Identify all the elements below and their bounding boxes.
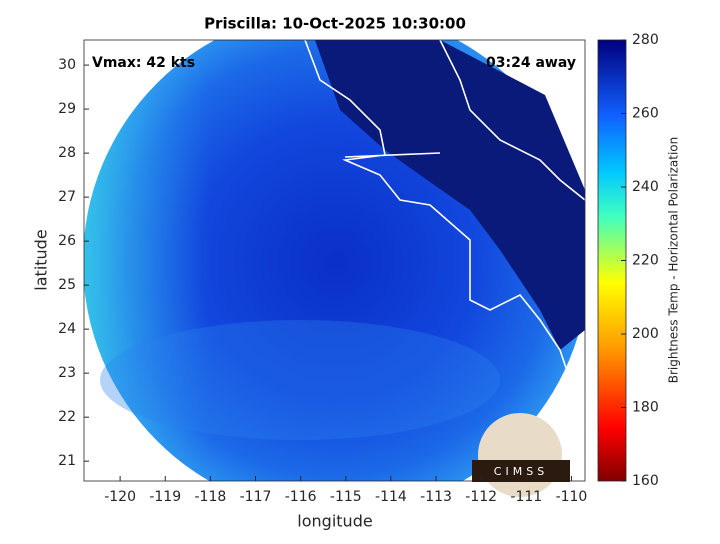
colorbar-tick-label: 260 <box>632 106 659 122</box>
y-tick-label: 21 <box>58 453 76 469</box>
colorbar-tick-label: 220 <box>632 253 659 269</box>
y-tick-label: 23 <box>58 365 76 381</box>
satellite-image <box>84 40 585 481</box>
y-tick-label: 22 <box>58 409 76 425</box>
colorbar-tick-label: 160 <box>632 473 659 489</box>
y-axis-label: latitude <box>32 229 51 290</box>
colorbar-tick-label: 200 <box>632 326 659 342</box>
x-tick-label: -112 <box>465 489 497 505</box>
logo: CIMSS <box>472 413 570 497</box>
x-tick-label: -115 <box>330 489 362 505</box>
x-tick-label: -118 <box>194 489 226 505</box>
x-axis-label: longitude <box>297 512 372 531</box>
y-tick-label: 26 <box>58 233 76 249</box>
x-tick-label: -120 <box>104 489 136 505</box>
x-tick-label: -117 <box>240 489 272 505</box>
x-tick-label: -110 <box>556 489 588 505</box>
colorbar-tick-label: 240 <box>632 179 659 195</box>
colorbar-tick-label: 280 <box>632 32 659 48</box>
plot-frame <box>83 39 586 482</box>
y-tick-label: 27 <box>58 189 76 205</box>
x-tick-label: -114 <box>375 489 407 505</box>
y-tick-label: 30 <box>58 57 76 73</box>
annotation: Vmax: 42 kts <box>92 55 195 71</box>
colorbar-label: Brightness Temp - Horizontal Polarizatio… <box>667 137 681 384</box>
y-tick-label: 29 <box>58 101 76 117</box>
annotation: 03:24 away <box>486 55 576 71</box>
logo-text: CIMSS <box>494 465 548 478</box>
x-tick-label: -111 <box>510 489 542 505</box>
chart-title: Priscilla: 10-Oct-2025 10:30:00 <box>204 15 466 33</box>
x-tick-label: -116 <box>285 489 317 505</box>
y-tick-label: 25 <box>58 277 76 293</box>
colorbar-tick-label: 180 <box>632 400 659 416</box>
x-tick-label: -113 <box>420 489 452 505</box>
y-tick-label: 28 <box>58 145 76 161</box>
y-tick-label: 24 <box>58 321 76 337</box>
x-tick-label: -119 <box>149 489 181 505</box>
